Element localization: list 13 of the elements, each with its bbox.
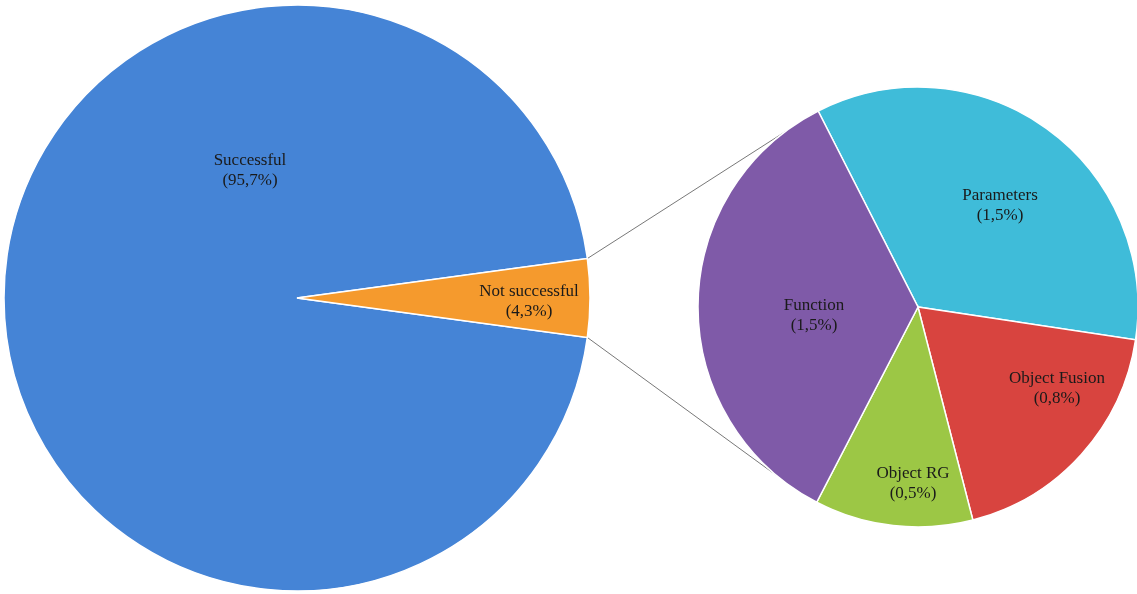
slice-label: Parameters [962,185,1038,204]
slice-label: Function [783,295,845,314]
data-label: (1,5%) [790,315,838,335]
data-label: (1,5%) [976,205,1024,225]
slice-label: Successful [213,150,287,169]
pie-slice [3,4,589,592]
data-label: (0,8%) [1033,388,1081,408]
data-label: (95,7%) [222,170,278,190]
data-label: (4,3%) [505,301,553,321]
slice-label: Object RG [876,463,950,482]
slice-label: Object Fusion [1009,368,1106,387]
slice-label: Not successful [479,281,580,300]
data-label: (0,5%) [889,483,937,503]
